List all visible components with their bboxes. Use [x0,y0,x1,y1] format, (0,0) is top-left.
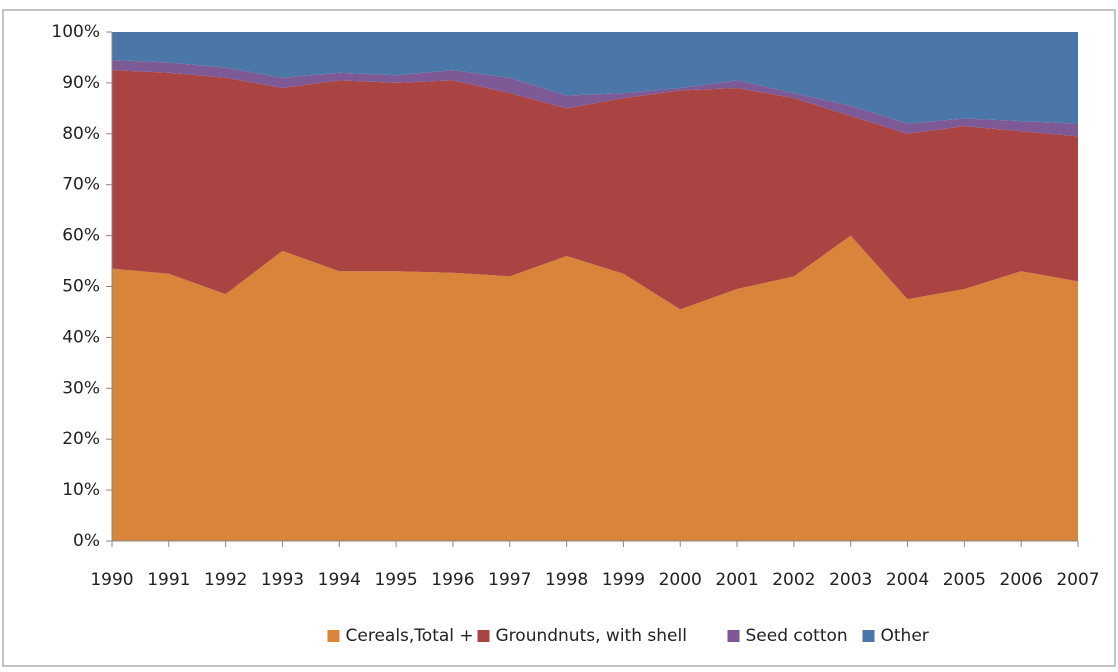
x-tick-label: 2003 [829,570,872,590]
chart-frame [2,9,1116,667]
x-tick-label: 2004 [886,570,929,590]
y-tick-label: 60% [62,226,100,246]
x-tick-label: 1999 [602,570,645,590]
x-tick-label: 1995 [374,570,417,590]
x-tick-label: 2001 [715,570,758,590]
x-tick-label: 1992 [204,570,247,590]
y-tick-label: 90% [62,73,100,93]
y-tick-label: 70% [62,175,100,195]
x-tick-label: 1996 [431,570,474,590]
legend-label: Other [881,626,929,646]
area [112,70,1078,310]
x-tick-label: 2000 [659,570,702,590]
x-tick-label: 1990 [90,570,133,590]
x-tick-label: 1997 [488,570,531,590]
x-tick-label: 1993 [261,570,304,590]
x-tick-label: 1994 [318,570,361,590]
legend-swatch [727,630,740,642]
legend-label: Cereals,Total + [346,626,474,646]
y-tick-label: 20% [62,429,100,449]
area [112,59,1078,137]
legend-swatch [477,630,490,642]
x-tick-label: 2005 [943,570,986,590]
x-tick-label: 1991 [147,570,190,590]
legend-label: Groundnuts, with shell [496,626,687,646]
y-tick-label: 0% [73,531,100,551]
y-tick-label: 50% [62,277,100,297]
y-tick-label: 30% [62,378,100,398]
legend-swatch [862,630,875,642]
area [112,32,1078,124]
x-tick-label: 2006 [1000,570,1043,590]
x-tick-label: 2007 [1056,570,1099,590]
y-tick-label: 40% [62,327,100,347]
y-tick-label: 100% [51,22,100,42]
area [112,235,1078,541]
y-tick-label: 80% [62,124,100,144]
legend-label: Seed cotton [746,626,848,646]
x-tick-label: 2002 [772,570,815,590]
y-tick-label: 10% [62,480,100,500]
legend-swatch [327,630,340,642]
x-tick-label: 1998 [545,570,588,590]
